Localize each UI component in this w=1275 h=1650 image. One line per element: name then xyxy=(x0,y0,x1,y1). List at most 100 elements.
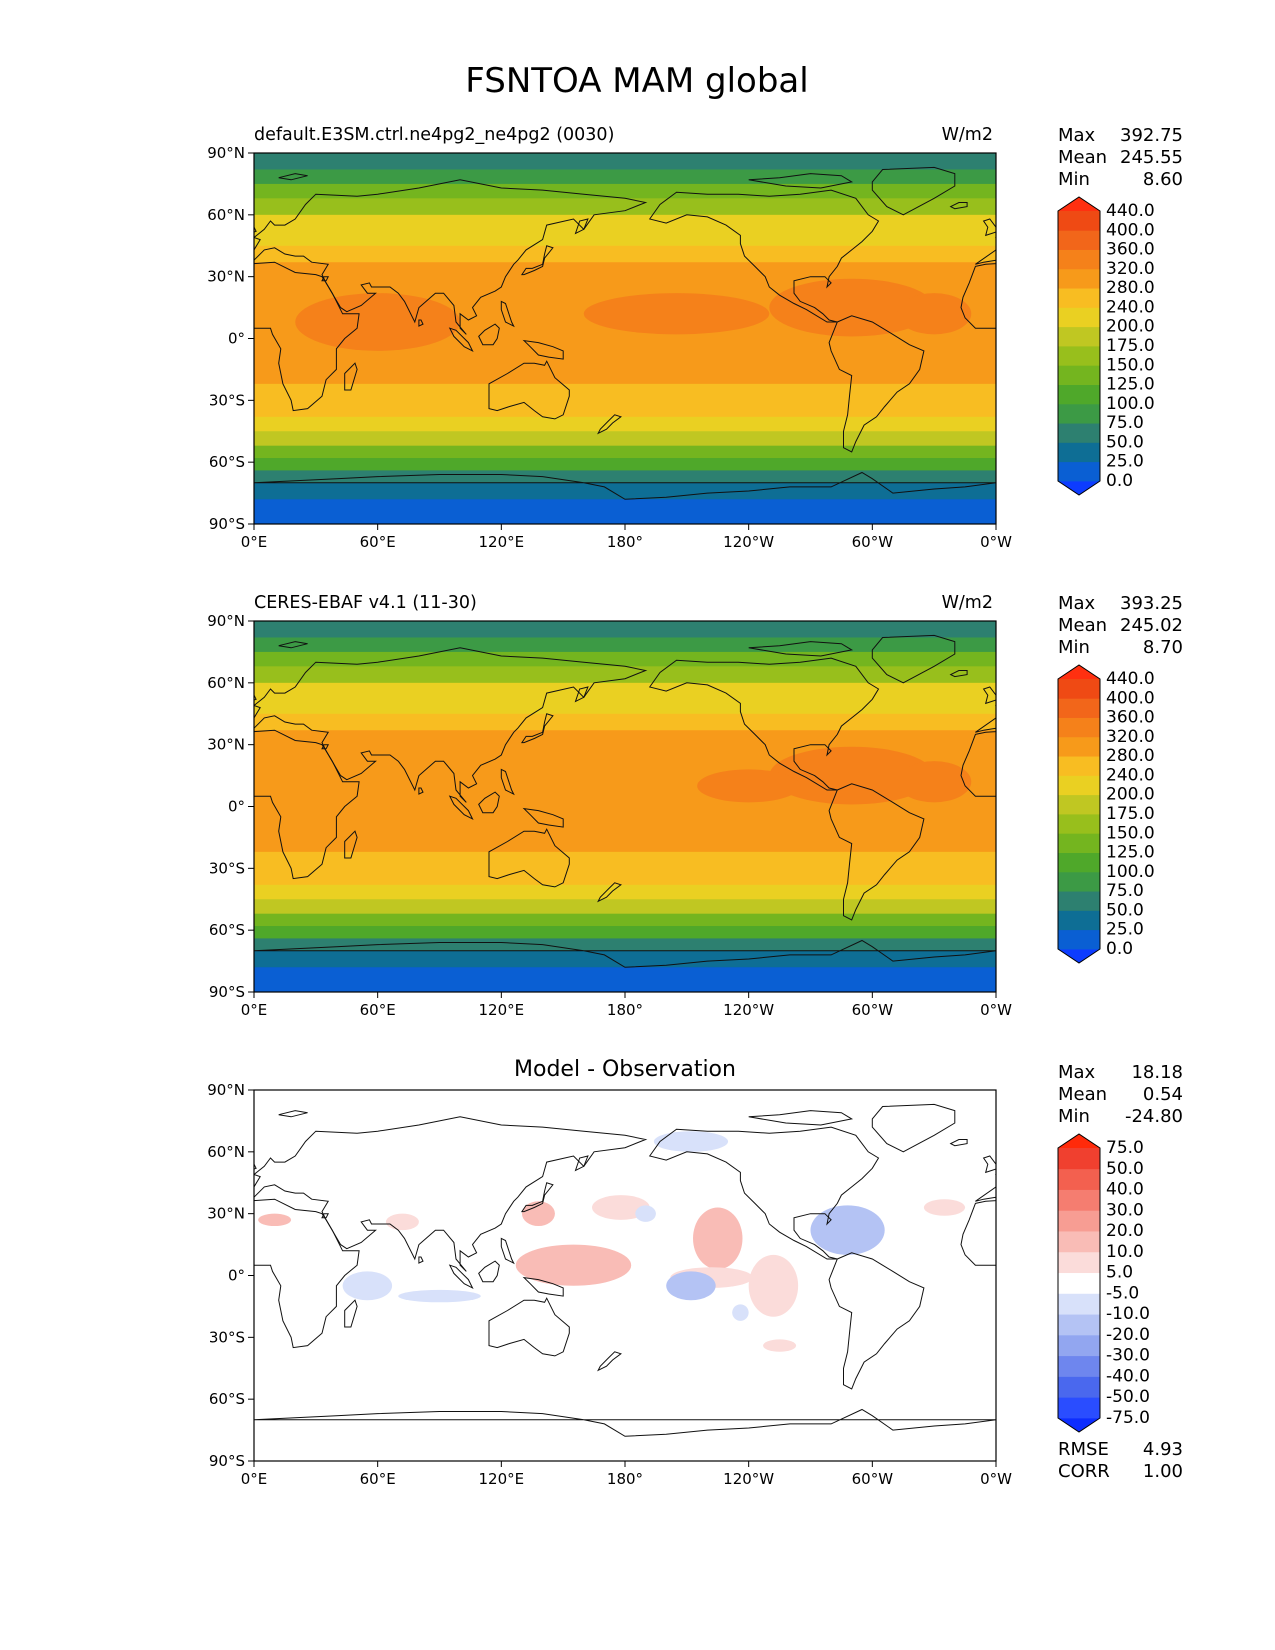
colorbar-segment xyxy=(1058,1231,1100,1253)
coastline-eurasia xyxy=(254,179,648,335)
contour-band xyxy=(254,198,996,216)
lat-tick-label: 90°N xyxy=(207,612,245,630)
lat-tick-label: 0° xyxy=(228,330,245,348)
lat-tick-label: 90°S xyxy=(209,1452,245,1470)
stats-block: Max 392.75 Mean 245.55 Min 8.60 xyxy=(1058,125,1183,190)
coastline-new-guinea xyxy=(1266,341,1275,360)
colorbar-outline xyxy=(1057,664,1101,964)
contour-band xyxy=(254,470,996,484)
coastline-new-zealand xyxy=(597,882,622,903)
colorbar-segment xyxy=(1058,698,1100,718)
stat-label: Max xyxy=(1058,593,1096,614)
colorbar-segment xyxy=(1058,442,1100,463)
colorbar-segment xyxy=(1058,403,1100,424)
lon-tick-label: 0°W xyxy=(980,533,1012,551)
colorbar-tick-label: 0.0 xyxy=(1106,471,1133,491)
colorbar-tick-label: 400.0 xyxy=(1106,688,1155,708)
contour-band xyxy=(254,383,996,401)
coastline-new-zealand xyxy=(597,1351,622,1372)
coastline-sri-lanka xyxy=(418,319,424,327)
coastline-arctic-islands xyxy=(748,1110,854,1126)
coastline-svalbard xyxy=(1021,174,1050,180)
coastline-svalbard xyxy=(1021,1111,1050,1117)
contour-band xyxy=(254,169,996,185)
stat-label: Min xyxy=(1058,637,1090,658)
lon-tick-label: 0°W xyxy=(980,1001,1012,1019)
coastline-antarctica xyxy=(995,950,996,952)
stat-value: 393.25 xyxy=(1120,593,1183,614)
stat-value: 245.02 xyxy=(1120,615,1183,636)
lon-tick-label: 120°E xyxy=(479,533,525,551)
stat-label: Max xyxy=(1058,1062,1096,1083)
lat-tick-label: 60°S xyxy=(209,453,245,471)
coastline-borneo xyxy=(478,323,500,346)
coastline-north-america xyxy=(648,657,880,791)
coastline-philippines xyxy=(500,768,515,796)
coastline-japan xyxy=(520,1182,554,1213)
colorbar-segment xyxy=(1058,891,1100,911)
lat-tick-label: 30°N xyxy=(207,268,245,286)
lat-tick-label: 60°N xyxy=(207,1143,245,1161)
colorbar-tick-label: 75.0 xyxy=(1106,1138,1144,1158)
coastline-svalbard xyxy=(278,1110,308,1118)
colorbar-tick-label: 50.0 xyxy=(1106,1159,1144,1179)
panel-diff: Model - Observation 90°N 60°N 30°N 0° 30°S 60… xyxy=(207,1057,1275,1488)
colorbar-tick-label: 240.0 xyxy=(1106,765,1155,785)
coastline-borneo xyxy=(478,1260,500,1283)
colorbar-tick-label: 40.0 xyxy=(1106,1180,1144,1200)
stat-label: Mean xyxy=(1058,615,1107,636)
coastline-antarctica xyxy=(254,1408,996,1461)
contour-band xyxy=(254,637,996,653)
lon-tick-label: 0°E xyxy=(241,1470,268,1488)
colorbar-tick-label: -50.0 xyxy=(1106,1387,1150,1407)
coastline-sri-lanka xyxy=(1161,788,1165,794)
coastline-japan xyxy=(1264,1183,1275,1212)
contour-anomaly xyxy=(635,1205,656,1222)
colorbar-tick-label: -75.0 xyxy=(1106,1408,1150,1428)
contour-band xyxy=(254,926,996,940)
colorbar-tick-label: 50.0 xyxy=(1106,432,1144,452)
colorbar-extend-max xyxy=(1058,1134,1100,1148)
coastline-borneo xyxy=(1221,792,1242,813)
coastline-iceland xyxy=(949,202,968,210)
lon-tick-label: 120°E xyxy=(479,1470,525,1488)
stat-value: 8.60 xyxy=(1143,169,1183,190)
colorbar-outline xyxy=(1057,196,1101,496)
coastline-arabia-red-sea-gap xyxy=(321,744,330,750)
coastline-greenland xyxy=(130,167,213,214)
coastline-south-america xyxy=(828,315,925,453)
contour-band xyxy=(254,153,996,171)
contour-band xyxy=(254,899,996,915)
colorbar-segment xyxy=(1058,1376,1100,1398)
colorbar: -75.0-50.0-40.0-30.0-20.0-10.0-5.05.010.… xyxy=(1057,1133,1150,1433)
lat-tick-label: 60°S xyxy=(209,921,245,939)
coastline-australia xyxy=(488,828,570,888)
contour-band xyxy=(254,431,996,447)
coastline-africa xyxy=(960,731,996,797)
contour-band xyxy=(254,245,996,263)
lat-tick-label: 90°N xyxy=(207,144,245,162)
contour-band xyxy=(254,913,996,927)
lat-tick-label: 90°S xyxy=(209,515,245,533)
coastline-arctic-islands xyxy=(748,173,854,189)
coastline-sri-lanka xyxy=(1161,1257,1165,1263)
contour-anomaly xyxy=(521,1201,555,1227)
coastline-sumatra xyxy=(1192,1265,1215,1288)
lat-tick-label: 60°S xyxy=(209,1390,245,1408)
colorbar-tick-label: 320.0 xyxy=(1106,727,1155,747)
stat-label: Mean xyxy=(1058,147,1107,168)
coastline-madagascar xyxy=(344,362,358,391)
contour-band xyxy=(254,499,996,524)
colorbar-tick-label: 440.0 xyxy=(1106,669,1155,689)
colorbar-segment xyxy=(1058,307,1100,328)
coastline-iceland xyxy=(949,1139,968,1147)
stat-label: Min xyxy=(1058,1106,1090,1127)
colorbar-segment xyxy=(1058,461,1100,482)
coastline-great-britain xyxy=(982,686,996,705)
coastline-africa xyxy=(254,261,360,412)
contour-band xyxy=(254,262,996,278)
stat-value: 18.18 xyxy=(1131,1062,1183,1083)
coastline-sri-lanka xyxy=(418,787,424,795)
lat-tick-label: 30°S xyxy=(209,391,245,409)
figure-title: FSNTOA MAM global xyxy=(465,61,808,101)
